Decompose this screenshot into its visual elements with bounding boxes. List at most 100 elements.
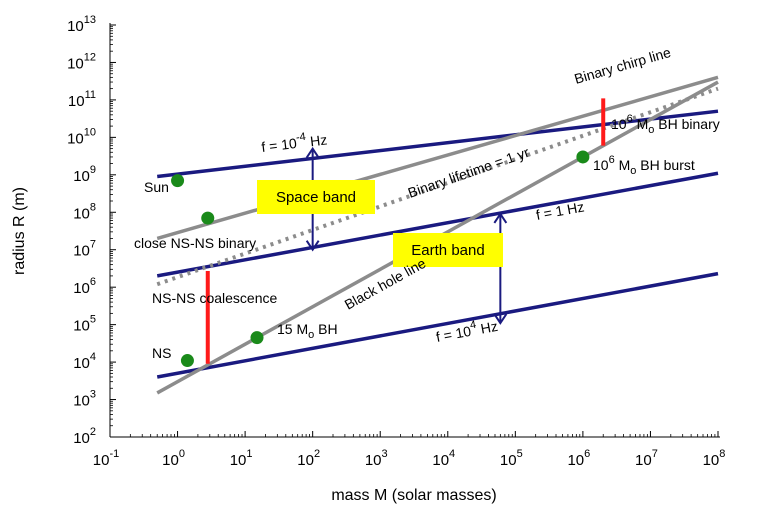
bh-binary-base: 10 (611, 116, 627, 132)
y-tick-exp: 9 (90, 164, 96, 176)
y-tick-exp: 10 (84, 126, 96, 138)
x-tick-label: 102 (297, 448, 320, 469)
sun-label: Sun (144, 179, 169, 195)
y-tick-label: 1010 (67, 126, 96, 147)
y-tick-label: 102 (73, 426, 96, 447)
y-tick-label: 107 (73, 239, 96, 260)
x-tick-label: 106 (567, 448, 590, 469)
bh-burst-exp: 6 (609, 154, 615, 166)
x-tick-base: 10 (297, 452, 314, 469)
y-tick-label: 1012 (67, 51, 96, 72)
y-tick-base: 10 (67, 130, 84, 147)
freq-mid-label: f = 1 Hz (535, 198, 586, 222)
y-tick-base: 10 (73, 393, 90, 410)
y-tick-exp: 4 (90, 351, 96, 363)
x-tick-base: 10 (567, 452, 584, 469)
freq-low-exp: -4 (295, 131, 306, 144)
freq-low-pre: f = 10 (260, 135, 297, 155)
y-tick-base: 10 (67, 18, 84, 35)
y-tick-exp: 6 (90, 276, 96, 288)
y-tick-base: 10 (73, 355, 90, 372)
space-band-arrow-head-up (305, 146, 320, 159)
bh-burst-label: 106 Mo BH burst (593, 154, 695, 177)
earth-band-arrow-head-down (493, 313, 508, 325)
bh-15-label-sub: o (308, 329, 314, 341)
y-tick-base: 10 (73, 430, 90, 447)
x-tick-label: 108 (703, 448, 726, 469)
x-tick-label: 104 (432, 448, 455, 469)
close-ns-ns-label: close NS-NS binary (134, 235, 256, 251)
axes: 10-1 100 101 102 103 104 105 106 107 108102103104… (11, 14, 725, 504)
x-tick-label: 100 (162, 448, 185, 469)
x-tick-base: 10 (365, 452, 382, 469)
bh-binary-sub: o (648, 124, 654, 136)
bh-15-label: 15 Mo BH (277, 321, 338, 341)
freq-low-label: f = 10-4 Hz (260, 128, 328, 155)
ns-point (180, 354, 194, 368)
y-tick-base: 10 (73, 280, 90, 297)
x-tick-exp: 0 (179, 448, 185, 460)
bh-15-label-main: 15 M (277, 321, 308, 337)
y-tick-base: 10 (67, 55, 84, 72)
y-tick-exp: 5 (90, 314, 96, 326)
y-tick-exp: 13 (84, 14, 96, 26)
x-tick-label: 103 (365, 448, 388, 469)
freq-high-post: Hz (476, 318, 500, 338)
freq-high-label: f = 104 Hz (434, 315, 499, 345)
y-tick-base: 10 (73, 243, 90, 260)
ns-ns-coalescence-label: NS-NS coalescence (152, 290, 277, 306)
y-tick-label: 109 (73, 164, 96, 185)
x-tick-base: 10 (230, 452, 247, 469)
freq-low-post: Hz (305, 131, 328, 149)
x-tick-base: 10 (703, 452, 720, 469)
binary-chirp-label: Binary chirp line (572, 44, 672, 87)
space-band-box (257, 180, 375, 214)
y-tick-base: 10 (68, 93, 85, 110)
close-ns-ns-point (201, 211, 215, 225)
x-tick-label: 107 (635, 448, 658, 469)
earth-band-box (393, 233, 503, 267)
x-tick-label: 101 (230, 448, 253, 469)
y-tick-exp: 7 (90, 239, 96, 251)
binary-lifetime-1yr (156, 86, 719, 287)
y-tick-exp: 2 (90, 426, 96, 438)
binary-chirp-line (156, 75, 719, 241)
freq-high-pre: f = 10 (435, 323, 473, 345)
space-band-label: Space band (276, 189, 356, 206)
freq-high-exp: 4 (469, 319, 477, 332)
ns-label: NS (152, 345, 171, 361)
x-tick-exp: 4 (449, 448, 455, 460)
bh-burst-mid: M (615, 157, 631, 173)
bh-binary-label: 106 Mo BH binary (611, 113, 720, 136)
x-tick-exp: 8 (719, 448, 725, 460)
sun-point (171, 174, 185, 188)
y-tick-label: 106 (73, 276, 96, 297)
binary-lifetime-label: Binary lifetime = 1 yr (406, 144, 532, 201)
x-tick-exp: 6 (584, 448, 590, 460)
x-tick-exp: 7 (652, 448, 658, 460)
x-tick-exp: 3 (382, 448, 388, 460)
space-band-arrow-head-down (305, 240, 320, 252)
bh-15-point (250, 331, 264, 345)
x-tick-exp: 1 (246, 448, 252, 460)
y-tick-base: 10 (73, 168, 90, 185)
bh-burst-tail: BH burst (636, 157, 694, 173)
x-axis-title: mass M (solar masses) (331, 487, 496, 504)
bh-binary-mid: M (633, 116, 649, 132)
earth-band-label: Earth band (411, 242, 484, 259)
bh-burst-sub: o (630, 165, 636, 177)
marks: Space band Earth band (171, 146, 590, 368)
y-tick-exp: 8 (90, 201, 96, 213)
x-tick-base: 10 (93, 452, 110, 469)
x-tick-label: 10-1 (93, 448, 119, 469)
y-tick-base: 10 (73, 318, 90, 335)
freq-1e4 (156, 271, 719, 379)
x-tick-base: 10 (432, 452, 449, 469)
x-tick-base: 10 (500, 452, 517, 469)
y-tick-exp: 11 (85, 89, 96, 101)
earth-band-arrow-head-up (493, 212, 508, 224)
y-tick-label: 104 (73, 351, 96, 372)
bh-15-label-tail: BH (314, 321, 337, 337)
